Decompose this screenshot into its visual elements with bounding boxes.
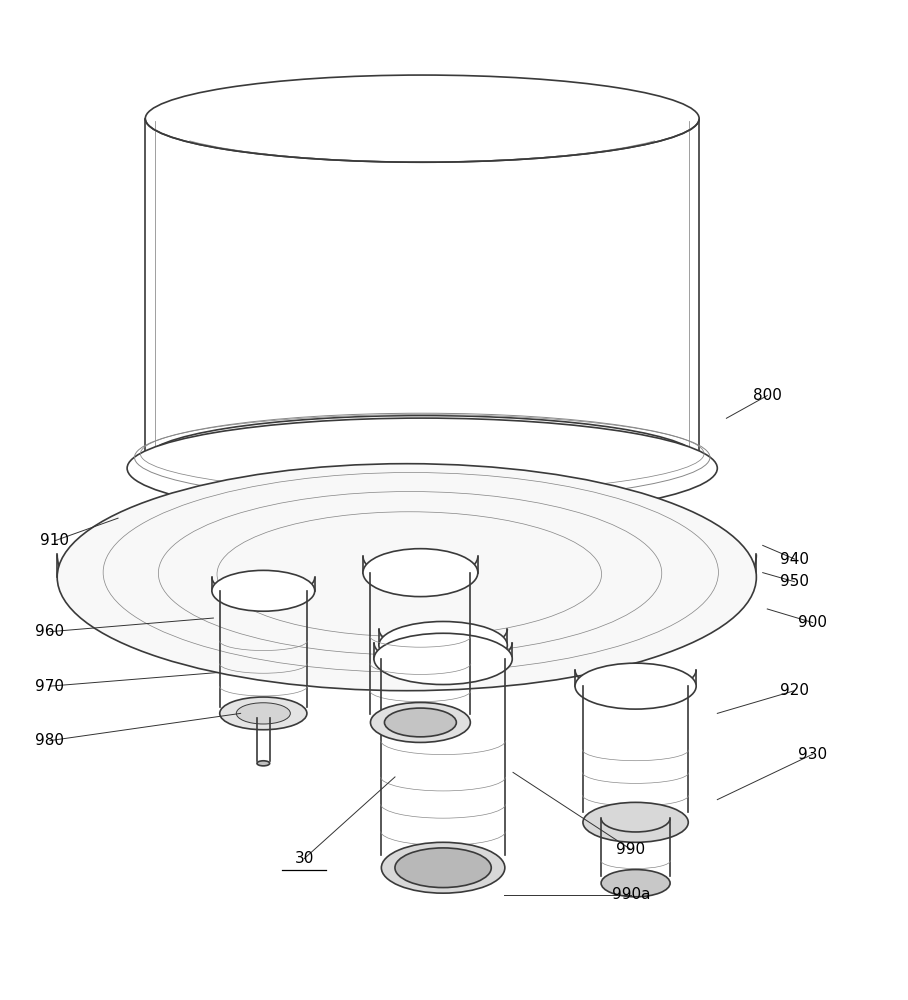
Text: 930: 930 [798,747,827,762]
Ellipse shape [363,549,478,597]
Text: 940: 940 [780,552,809,567]
Ellipse shape [395,848,491,888]
Ellipse shape [145,75,699,162]
Ellipse shape [379,621,508,669]
Text: 980: 980 [35,733,64,748]
Text: 990: 990 [617,842,646,857]
Ellipse shape [127,418,717,518]
Ellipse shape [370,702,470,742]
Ellipse shape [220,697,307,730]
Ellipse shape [257,761,270,766]
Text: 30: 30 [294,851,314,866]
Ellipse shape [212,570,315,611]
Ellipse shape [57,464,756,691]
Text: 910: 910 [40,533,69,548]
Text: 990a: 990a [612,887,650,902]
Text: 900: 900 [798,615,827,630]
Text: 950: 950 [780,574,809,589]
Text: 970: 970 [35,679,64,694]
Text: 960: 960 [35,624,64,639]
Ellipse shape [236,703,291,724]
Ellipse shape [575,663,696,709]
Text: 920: 920 [780,683,809,698]
Ellipse shape [384,708,457,737]
Ellipse shape [374,633,512,685]
Ellipse shape [381,842,505,893]
Ellipse shape [583,802,688,842]
Text: 800: 800 [753,388,782,403]
Ellipse shape [601,870,670,897]
